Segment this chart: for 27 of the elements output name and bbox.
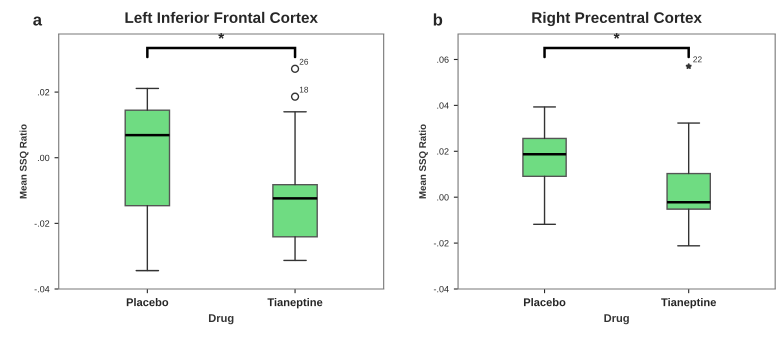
annotation: * — [218, 33, 224, 39]
y-tick-label: -.02 — [34, 220, 50, 227]
y-tick-label: -.02 — [434, 240, 449, 246]
x-tick-label: Placebo — [524, 298, 566, 306]
annotation: * — [614, 33, 620, 39]
x-axis-title: Drug — [604, 314, 629, 324]
y-tick-label: .00 — [437, 194, 449, 201]
x-tick-label: Placebo — [126, 298, 168, 306]
chart-title: Left Inferior Frontal Cortex — [125, 12, 318, 24]
annotation: 22 — [693, 56, 702, 62]
y-tick-label: -.04 — [434, 286, 449, 292]
y-tick-label: .06 — [437, 56, 449, 63]
annotation: 26 — [300, 58, 308, 65]
y-tick-label: .02 — [38, 89, 50, 96]
chart-title: Right Precentral Cortex — [532, 12, 702, 26]
x-axis-title: Drug — [208, 314, 234, 324]
x-tick-label: Tianeptine — [267, 298, 322, 308]
x-tick-label: Tianeptine — [661, 298, 716, 308]
y-tick-label: .00 — [38, 154, 50, 162]
annotation: 18 — [300, 86, 308, 93]
text: a — [33, 16, 42, 26]
y-axis-title: Mean SSQ Ratio — [418, 124, 428, 198]
y-tick-label: .02 — [437, 148, 449, 155]
y-tick-label: -.04 — [34, 286, 50, 292]
y-axis-title: Mean SSQ Ratio — [20, 124, 28, 198]
y-tick-label: .04 — [437, 102, 449, 109]
text: b — [434, 13, 442, 26]
